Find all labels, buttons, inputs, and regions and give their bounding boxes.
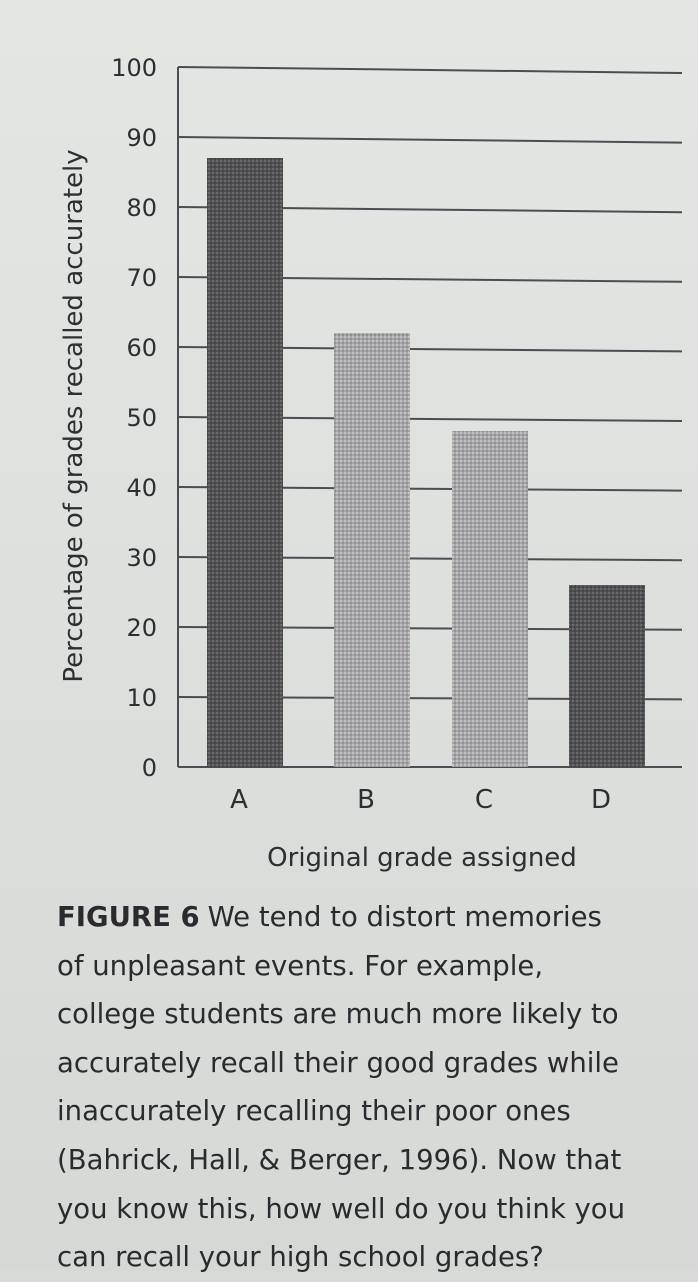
gridline	[177, 66, 683, 74]
x-tick-label: C	[475, 785, 493, 815]
y-tick-label: 30	[126, 544, 157, 572]
y-axis-title: Percentage of grades recalled accurately	[59, 149, 89, 682]
caption-line: FIGURE 6 We tend to distort memories	[57, 893, 677, 942]
x-axis-title: Original grade assigned	[267, 843, 577, 873]
caption-line: college students are much more likely to	[57, 998, 619, 1031]
x-category-labels: A B C D	[230, 785, 611, 815]
y-tick-label: 100	[111, 54, 157, 82]
bar-b	[334, 333, 410, 767]
caption-line: accurately recall their good grades whil…	[57, 1046, 619, 1079]
bar-a	[207, 158, 283, 767]
figure-caption: FIGURE 6 We tend to distort memories of u…	[57, 893, 677, 1282]
y-tick-label: 50	[126, 404, 157, 432]
caption-line: you know this, how well do you think you	[57, 1192, 626, 1225]
bar-d	[569, 585, 645, 767]
y-tick-label: 0	[142, 754, 157, 782]
y-tick-label: 20	[126, 614, 157, 642]
caption-text: We tend to distort memories	[207, 901, 602, 933]
y-tick-label: 70	[126, 264, 157, 292]
figure-label: FIGURE 6	[57, 901, 200, 933]
caption-line: (Bahrick, Hall, & Berger, 1996). Now tha…	[57, 1143, 622, 1176]
caption-line: inaccurately recalling their poor ones	[57, 1095, 571, 1128]
x-tick-label: B	[357, 785, 375, 815]
y-tick-label: 80	[126, 194, 157, 222]
x-tick-label: A	[230, 785, 248, 815]
bars	[207, 158, 645, 767]
y-tick-label: 10	[126, 684, 157, 712]
gridline	[177, 136, 683, 144]
caption-line: of unpleasant events. For example,	[57, 949, 544, 982]
y-tick-label: 60	[126, 334, 157, 362]
y-tick-label: 40	[126, 474, 157, 502]
bar-c	[452, 431, 528, 767]
bar-chart: 0 10 20 30 40 50 60 70 80 90 100 A B C D Percentage o…	[59, 54, 683, 873]
y-tick-labels: 0 10 20 30 40 50 60 70 80 90 100	[111, 54, 157, 782]
caption-line: can recall your high school grades?	[57, 1241, 544, 1274]
y-tick-label: 90	[126, 124, 157, 152]
x-tick-label: D	[591, 785, 611, 815]
